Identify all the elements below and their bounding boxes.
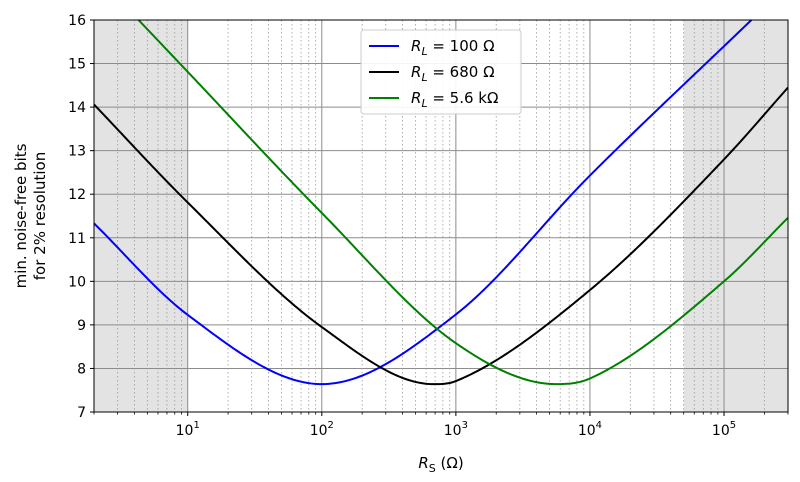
x-tick-label: 102 <box>310 420 334 439</box>
x-axis-label: RS (Ω) <box>418 454 463 475</box>
series-line-3 <box>137 19 789 386</box>
y-axis-label: min. noise-free bits <box>12 143 30 288</box>
series-line-2 <box>93 86 789 386</box>
y-tick-label: 12 <box>68 187 86 203</box>
y-tick-label: 10 <box>68 274 86 290</box>
shaded-region <box>94 20 188 412</box>
legend-label: RL = 680 Ω <box>411 63 495 84</box>
series-line-1 <box>93 19 753 386</box>
shaded-regions <box>94 20 788 412</box>
legend-box <box>360 29 522 115</box>
legend: RL = 100 Ω RL = 680 Ω RL = 5.6 kΩ <box>360 29 522 115</box>
y-axis-label: for 2% resolution <box>31 152 49 280</box>
legend-label: RL = 100 Ω <box>411 37 495 58</box>
x-tick-label: 103 <box>444 420 468 439</box>
legend-label: RL = 5.6 kΩ <box>411 89 498 110</box>
x-tick-label: 104 <box>578 420 602 439</box>
shaded-region <box>683 20 788 412</box>
x-tick-label: 101 <box>176 420 200 439</box>
axis-labels: RS (Ω) min. noise-free bits for 2% resolut… <box>12 143 464 475</box>
y-tick-label: 16 <box>68 13 86 29</box>
y-tick-label: 8 <box>77 361 86 377</box>
series-lines <box>93 19 789 386</box>
y-tick-label: 15 <box>68 57 86 73</box>
y-tick-label: 9 <box>77 318 86 334</box>
axis-ticks: 7 8 9 10 11 12 13 14 15 16 101 102 103 104 105 <box>68 13 789 439</box>
y-tick-label: 7 <box>77 405 86 421</box>
y-tick-label: 13 <box>68 144 86 160</box>
y-tick-label: 14 <box>68 100 86 116</box>
plot-frame <box>93 19 789 413</box>
x-tick-label: 105 <box>712 420 736 439</box>
y-tick-label: 11 <box>68 231 86 247</box>
